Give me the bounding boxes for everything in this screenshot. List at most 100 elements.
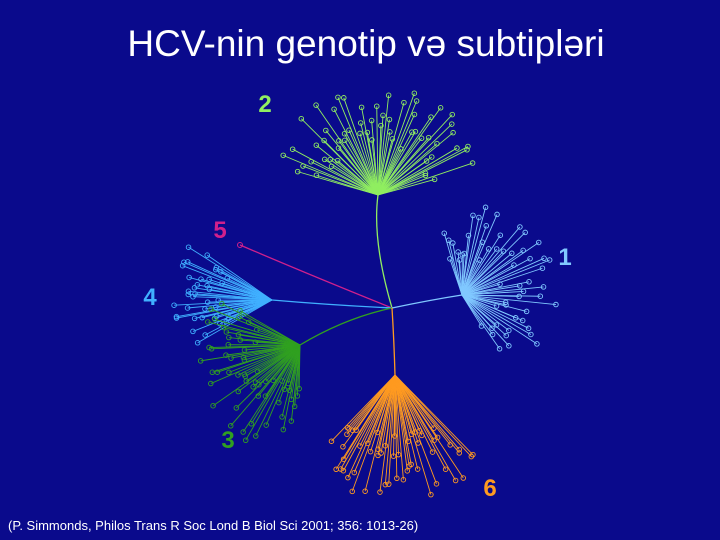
leaf (344, 424, 351, 431)
leaf (280, 426, 287, 433)
leaf (442, 466, 449, 472)
leaf (240, 354, 247, 361)
leaf (213, 304, 219, 310)
leaf (450, 129, 456, 136)
branch (461, 290, 524, 296)
branch (207, 321, 301, 346)
leaf (517, 283, 523, 289)
leaf (252, 379, 259, 385)
leaf (409, 129, 415, 135)
branch (377, 149, 468, 196)
leaf (263, 422, 269, 428)
leaf (537, 293, 544, 299)
leaf (470, 212, 476, 219)
leaf (506, 343, 512, 349)
leaf (460, 475, 467, 481)
branch (461, 215, 474, 296)
leaf (431, 176, 438, 183)
leaf (208, 306, 214, 312)
branch (337, 160, 379, 196)
leaf (456, 450, 463, 456)
leaf (334, 157, 341, 164)
leaf (184, 305, 191, 311)
branch (210, 344, 301, 384)
leaf (313, 102, 319, 108)
branch (461, 242, 540, 296)
leaf (181, 259, 187, 265)
citation: (P. Simmonds, Philos Trans R Soc Lond B … (8, 518, 418, 533)
leaf (400, 476, 407, 483)
leaf (385, 481, 392, 487)
leaf (526, 279, 532, 285)
branch (461, 294, 510, 331)
leaf (209, 369, 216, 376)
leaf (506, 327, 512, 334)
leaf (250, 384, 256, 390)
leaf (328, 438, 335, 444)
leaf (206, 276, 212, 283)
leaf (476, 214, 482, 221)
leaf (223, 329, 230, 335)
leaf (536, 239, 542, 246)
branch (188, 246, 273, 301)
branch (239, 244, 393, 309)
leaf (493, 303, 500, 309)
leaf (494, 211, 500, 218)
leaf (194, 282, 201, 288)
branch (461, 207, 487, 296)
leaf (262, 393, 269, 399)
leaf (465, 143, 471, 150)
leaf (242, 437, 249, 443)
branch (343, 97, 379, 196)
leaf (208, 380, 214, 387)
leaf (227, 423, 234, 429)
leaf (237, 337, 244, 343)
leaf (321, 137, 327, 144)
branch (461, 294, 529, 329)
leaf (358, 104, 365, 111)
branch (461, 294, 556, 306)
leaf (190, 328, 196, 335)
branch (377, 131, 391, 196)
leaf (522, 229, 528, 236)
leaf (523, 308, 530, 315)
leaf (541, 255, 547, 262)
leaf (321, 156, 328, 163)
leaf (387, 129, 393, 135)
leaf (206, 344, 212, 351)
leaf (454, 145, 460, 151)
leaf (391, 433, 398, 439)
leaf (377, 489, 383, 495)
leaf (341, 95, 347, 101)
leaf (210, 402, 216, 409)
leaf (226, 369, 232, 376)
leaf (185, 288, 192, 295)
leaf (503, 332, 509, 339)
leaf (539, 265, 546, 271)
branch (325, 130, 379, 196)
leaf (220, 324, 227, 331)
branch (391, 294, 463, 309)
leaf (441, 230, 447, 236)
leaf (313, 142, 320, 148)
leaf (362, 488, 368, 494)
genotype-label: 4 (143, 284, 157, 311)
leaf (179, 262, 186, 269)
leaf (447, 442, 453, 448)
leaf (333, 466, 339, 473)
leaf (327, 156, 334, 163)
leaf (517, 224, 523, 230)
branch (337, 97, 379, 196)
leaf (202, 332, 208, 338)
leaf (219, 301, 225, 307)
leaf (294, 168, 301, 175)
leaf (351, 469, 358, 476)
leaf (233, 405, 240, 411)
branch (228, 337, 301, 346)
leaf (204, 282, 210, 289)
branch (299, 307, 393, 346)
leaf (204, 299, 211, 305)
leaf (401, 99, 407, 106)
leaf (429, 154, 435, 160)
branch (394, 374, 472, 457)
